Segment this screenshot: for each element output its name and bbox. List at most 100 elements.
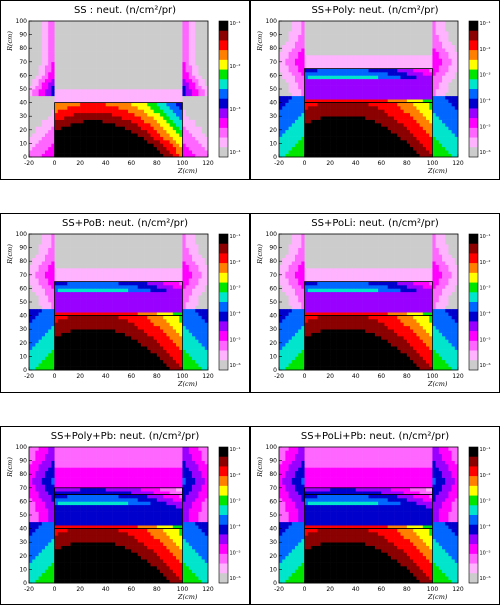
heatmap-cell bbox=[150, 146, 154, 151]
heatmap-cell bbox=[166, 89, 170, 93]
heatmap-cell bbox=[422, 143, 427, 148]
heatmap-cell bbox=[342, 31, 347, 35]
heatmap-cell bbox=[128, 109, 132, 114]
heatmap-cell bbox=[73, 55, 78, 59]
heatmap-cell bbox=[400, 44, 404, 49]
heatmap-cell bbox=[140, 61, 145, 66]
heatmap-cell bbox=[118, 24, 122, 29]
heatmap-cell bbox=[435, 75, 440, 80]
heatmap-cell bbox=[179, 126, 183, 131]
heatmap-cell bbox=[333, 82, 337, 86]
heatmap-cell bbox=[451, 146, 456, 151]
heatmap-cell bbox=[124, 24, 129, 29]
heatmap-cell bbox=[298, 99, 302, 103]
heatmap-cell bbox=[384, 129, 388, 134]
heatmap-cell bbox=[150, 38, 154, 42]
heatmap-cell bbox=[365, 27, 369, 32]
heatmap-cell bbox=[416, 133, 420, 137]
heatmap-cell bbox=[410, 140, 414, 144]
heatmap-cell bbox=[38, 21, 43, 25]
heatmap-cell bbox=[317, 72, 321, 76]
heatmap-cell bbox=[422, 24, 427, 29]
heatmap-cell bbox=[29, 58, 33, 63]
heatmap-cell bbox=[57, 106, 62, 110]
heatmap-cell bbox=[448, 89, 452, 93]
heatmap-cell bbox=[310, 68, 315, 73]
heatmap-cell bbox=[57, 356, 62, 361]
heatmap-cell bbox=[301, 123, 305, 127]
heatmap-cell bbox=[131, 85, 135, 90]
heatmap-cell bbox=[102, 366, 107, 371]
heatmap-cell bbox=[179, 68, 183, 73]
heatmap-cell bbox=[67, 123, 71, 127]
heatmap-cell bbox=[365, 92, 369, 97]
heatmap-cell bbox=[285, 102, 289, 107]
heatmap-cell bbox=[188, 116, 193, 120]
heatmap-cell bbox=[134, 136, 138, 141]
heatmap-cell bbox=[279, 75, 283, 80]
heatmap-cell bbox=[153, 126, 158, 131]
heatmap-cell bbox=[163, 346, 167, 350]
heatmap-cell bbox=[83, 55, 87, 59]
heatmap-cell bbox=[314, 41, 318, 46]
heatmap-cell bbox=[96, 133, 100, 137]
heatmap-cell bbox=[169, 61, 174, 66]
heatmap-cell bbox=[451, 112, 456, 117]
heatmap-cell bbox=[365, 95, 369, 100]
heatmap-cell bbox=[307, 78, 312, 83]
heatmap-cell bbox=[156, 363, 161, 367]
heatmap-cell bbox=[416, 116, 420, 120]
heatmap-cell bbox=[330, 126, 334, 131]
y-tick-label: 70 bbox=[19, 59, 27, 66]
heatmap-cell bbox=[323, 51, 328, 56]
heatmap-cell bbox=[320, 109, 325, 114]
heatmap-cell bbox=[35, 82, 39, 86]
heatmap-cell bbox=[44, 51, 49, 56]
heatmap-cell bbox=[435, 106, 440, 110]
heatmap-cell bbox=[422, 123, 427, 127]
heatmap-cell bbox=[96, 140, 100, 144]
heatmap-cell bbox=[195, 143, 199, 148]
heatmap-cell bbox=[355, 85, 360, 90]
heatmap-cell bbox=[307, 48, 312, 52]
heatmap-cell bbox=[83, 133, 87, 137]
heatmap-cell bbox=[60, 116, 65, 120]
heatmap-cell bbox=[105, 55, 110, 59]
heatmap-cell bbox=[51, 65, 55, 69]
heatmap-cell bbox=[451, 89, 456, 93]
heatmap-cell bbox=[378, 146, 382, 151]
heatmap-cell bbox=[112, 129, 116, 134]
heatmap-cell bbox=[432, 116, 436, 120]
heatmap-cell bbox=[288, 55, 293, 59]
heatmap-cell bbox=[454, 140, 459, 144]
heatmap-cell bbox=[413, 75, 417, 80]
heatmap-cell bbox=[378, 95, 382, 100]
heatmap-cell bbox=[179, 146, 183, 151]
heatmap-cell bbox=[352, 133, 357, 137]
heatmap-cell bbox=[96, 78, 100, 83]
heatmap-cell bbox=[32, 48, 36, 52]
heatmap-cell bbox=[54, 356, 59, 361]
heatmap-cell bbox=[118, 123, 122, 127]
heatmap-cell bbox=[426, 92, 430, 97]
heatmap-cell bbox=[201, 146, 206, 151]
heatmap-cell bbox=[365, 129, 369, 134]
heatmap-cell bbox=[185, 116, 190, 120]
heatmap-cell bbox=[67, 126, 71, 131]
heatmap-cell bbox=[195, 133, 199, 137]
heatmap-cell bbox=[201, 150, 206, 154]
heatmap-cell bbox=[166, 85, 170, 90]
heatmap-cell bbox=[371, 92, 376, 97]
colorbar-band bbox=[469, 118, 478, 129]
heatmap-cell bbox=[288, 102, 293, 107]
heatmap-cell bbox=[294, 136, 299, 141]
heatmap-cell bbox=[128, 366, 132, 371]
heatmap-cell bbox=[288, 153, 293, 158]
heatmap-cell bbox=[163, 129, 167, 134]
heatmap-cell bbox=[32, 41, 36, 46]
heatmap-cell bbox=[323, 44, 328, 49]
heatmap-cell bbox=[51, 136, 55, 141]
heatmap-cell bbox=[432, 82, 436, 86]
colorbar-band bbox=[219, 108, 228, 119]
heatmap-cell bbox=[432, 21, 436, 25]
